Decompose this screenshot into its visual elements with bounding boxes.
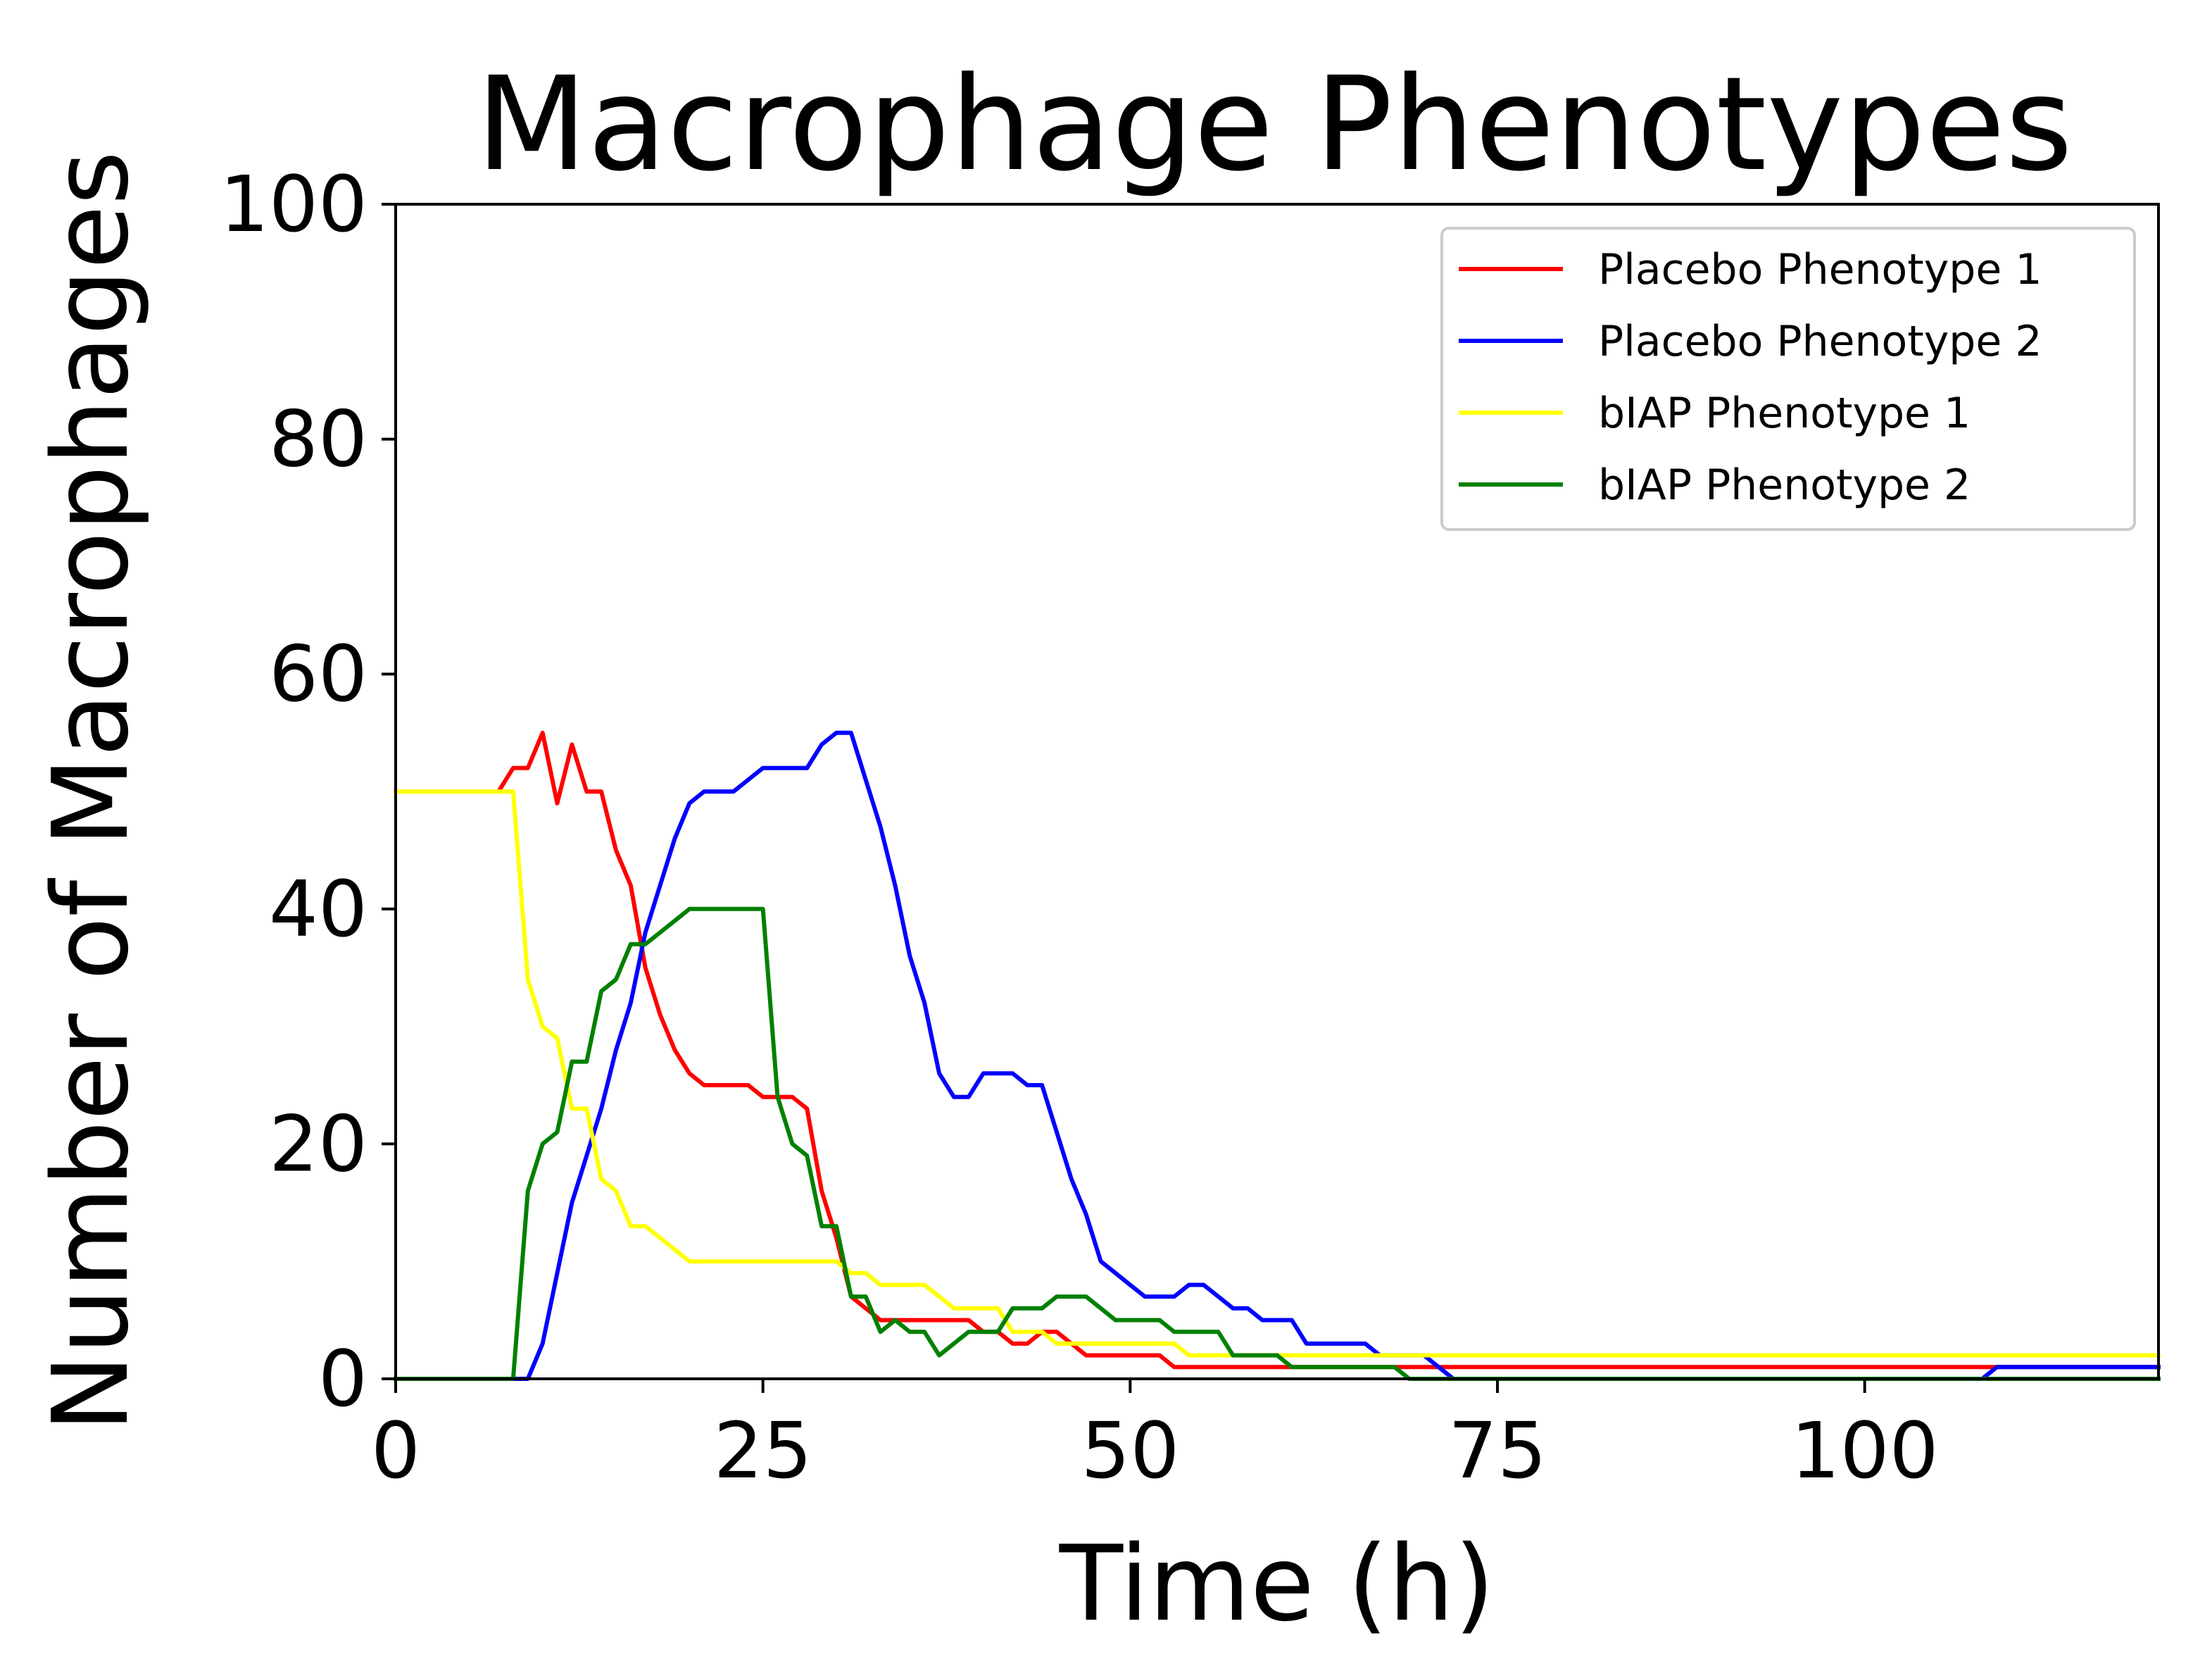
series-line-2 (394, 730, 2161, 1381)
y-axis-label: Number of Macrophages (30, 151, 151, 1432)
chart-title: Macrophage Phenotypes (476, 49, 2073, 200)
legend-entries: Placebo Phenotype 1 Placebo Phenotype 2 bI… (1459, 245, 2042, 510)
x-tick-label: 100 (1791, 1406, 1939, 1496)
legend-label-1: Placebo Phenotype 1 (1598, 245, 2042, 294)
x-axis-label: Time (h) (1059, 1523, 1495, 1644)
y-tick-label: 60 (269, 629, 367, 719)
legend-label-3: bIAP Phenotype 1 (1598, 389, 1971, 438)
y-tick-label: 20 (269, 1099, 367, 1189)
y-tick-label: 40 (269, 864, 367, 954)
x-tick-label: 50 (1081, 1406, 1179, 1496)
legend-frame (1440, 227, 2136, 531)
legend-label-4: bIAP Phenotype 2 (1598, 461, 1971, 510)
legend: Placebo Phenotype 1 Placebo Phenotype 2 bI… (1440, 227, 2136, 531)
legend-label-2: Placebo Phenotype 2 (1598, 317, 2042, 366)
series-line-4 (394, 906, 2161, 1381)
plot-area-frame (394, 203, 2160, 1380)
y-tick-label: 100 (220, 159, 367, 249)
series-line-1 (394, 730, 2161, 1370)
series-line-3 (394, 789, 2161, 1358)
ticks-layer: 0 25 50 75 100 0 20 40 60 80 100 (220, 159, 1939, 1496)
series-layer (394, 730, 2161, 1381)
x-tick-label: 75 (1448, 1406, 1547, 1496)
y-tick-label: 80 (269, 394, 367, 484)
x-tick-label: 25 (714, 1406, 812, 1496)
y-tick-label: 0 (318, 1334, 367, 1424)
x-tick-label: 0 (371, 1406, 420, 1496)
